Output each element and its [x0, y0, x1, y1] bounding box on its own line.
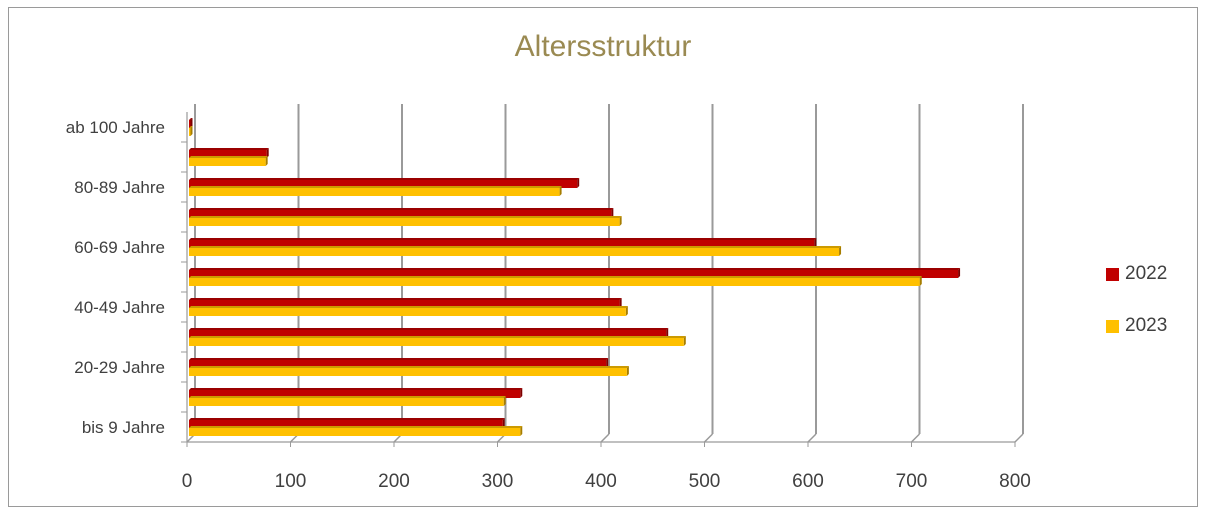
bar-2023	[189, 308, 626, 316]
y-tick-label: ab 100 Jahre	[66, 118, 165, 137]
bar-2022	[189, 300, 620, 308]
x-tick-label: 200	[378, 471, 410, 492]
bar-2022	[189, 120, 191, 128]
bar-2022-side	[520, 388, 523, 398]
bar-2023	[189, 248, 840, 256]
bar-2022	[189, 390, 521, 398]
bar-2023	[189, 278, 920, 286]
bar-2023-top	[189, 276, 922, 278]
bar-2022-top	[189, 148, 269, 150]
bar-2023-top	[189, 156, 268, 158]
x-tick-label: 800	[999, 471, 1031, 492]
bar-2022	[189, 150, 267, 158]
chart-title: Altersstruktur	[514, 30, 692, 63]
bar-2023	[189, 128, 191, 136]
bar-2023-side	[190, 126, 193, 136]
bar-2023-top	[189, 186, 562, 188]
y-tick-label: bis 9 Jahre	[82, 418, 165, 437]
legend-label-2022: 2022	[1125, 263, 1168, 284]
y-tick-label: 60-69 Jahre	[74, 238, 165, 257]
bar-2022-side	[611, 208, 614, 218]
bar-2023-side	[619, 216, 622, 226]
bar-2023-top	[189, 396, 506, 398]
bar-2022-top	[189, 328, 669, 330]
bar-2023-side	[503, 396, 506, 406]
bar-2022	[189, 210, 612, 218]
bar-2023-side	[265, 156, 268, 166]
bar-2022	[189, 330, 667, 338]
bar-2022-top	[189, 118, 193, 120]
x-tick-label: 100	[275, 471, 307, 492]
bar-2022	[189, 360, 607, 368]
bar-2023	[189, 368, 627, 376]
bar-2023-side	[520, 426, 523, 436]
bar-2022-top	[189, 358, 609, 360]
bar-2023-top	[189, 306, 628, 308]
bar-2022-side	[502, 418, 505, 428]
bar-2023-top	[189, 366, 629, 368]
bar-2022	[189, 420, 503, 428]
x-tick-label: 700	[896, 471, 928, 492]
bar-2022-top	[189, 418, 505, 420]
legend-item-2023: 2023	[1106, 312, 1167, 340]
y-tick-label: 80-89 Jahre	[74, 178, 165, 197]
bar-2023	[189, 188, 560, 196]
legend-item-2022: 2022	[1106, 260, 1167, 288]
bar-2022-side	[619, 298, 622, 308]
bar-2022-top	[189, 388, 523, 390]
bar-2022-side	[266, 148, 269, 158]
legend-swatch-2022	[1106, 267, 1119, 281]
bar-2023-side	[839, 246, 842, 256]
bar-2023-side	[625, 306, 628, 316]
bar-2022	[189, 270, 959, 278]
floor-gridline	[910, 433, 921, 443]
bar-2022-top	[189, 178, 580, 180]
bar-2023-top	[189, 246, 842, 248]
bar-2023-top	[189, 426, 523, 428]
bar-2023-top	[189, 126, 193, 128]
bar-2023	[189, 218, 620, 226]
bar-2023-top	[189, 216, 622, 218]
bar-2022-top	[189, 268, 961, 270]
bar-2023-side	[683, 336, 686, 346]
x-tick-label: 300	[482, 471, 514, 492]
bar-2022-side	[666, 328, 669, 338]
bar-2022-side	[577, 178, 580, 188]
legend: 2022 2023	[1106, 260, 1167, 364]
bar-2023-side	[559, 186, 562, 196]
bar-2023	[189, 428, 521, 436]
y-tick-label: 20-29 Jahre	[74, 358, 165, 377]
bar-2022-top	[189, 238, 817, 240]
floor-gridline	[600, 433, 610, 443]
legend-swatch-2023	[1106, 319, 1119, 333]
bar-2023-side	[626, 366, 629, 376]
bar-2022-side	[606, 358, 609, 368]
legend-label-2023: 2023	[1125, 315, 1168, 336]
bar-2022-side	[190, 118, 193, 128]
x-tick-label: 0	[182, 471, 193, 492]
bar-2022	[189, 240, 815, 248]
bar-2022-top	[189, 298, 622, 300]
bar-2023	[189, 398, 504, 406]
bar-2022-top	[189, 208, 614, 210]
bar-2022-side	[814, 238, 817, 248]
floor-gridline	[1014, 433, 1024, 443]
bar-2023-side	[919, 276, 922, 286]
y-tick-label: 40-49 Jahre	[74, 298, 165, 317]
floor-gridline	[703, 433, 714, 443]
x-tick-label: 400	[585, 471, 617, 492]
bar-2023	[189, 338, 684, 346]
bar-2023	[189, 158, 266, 166]
floor-gridline	[807, 433, 817, 443]
bar-2022-side	[958, 268, 961, 278]
x-tick-label: 600	[792, 471, 824, 492]
x-tick-label: 500	[689, 471, 721, 492]
bar-2022	[189, 180, 578, 188]
bar-2023-top	[189, 336, 686, 338]
